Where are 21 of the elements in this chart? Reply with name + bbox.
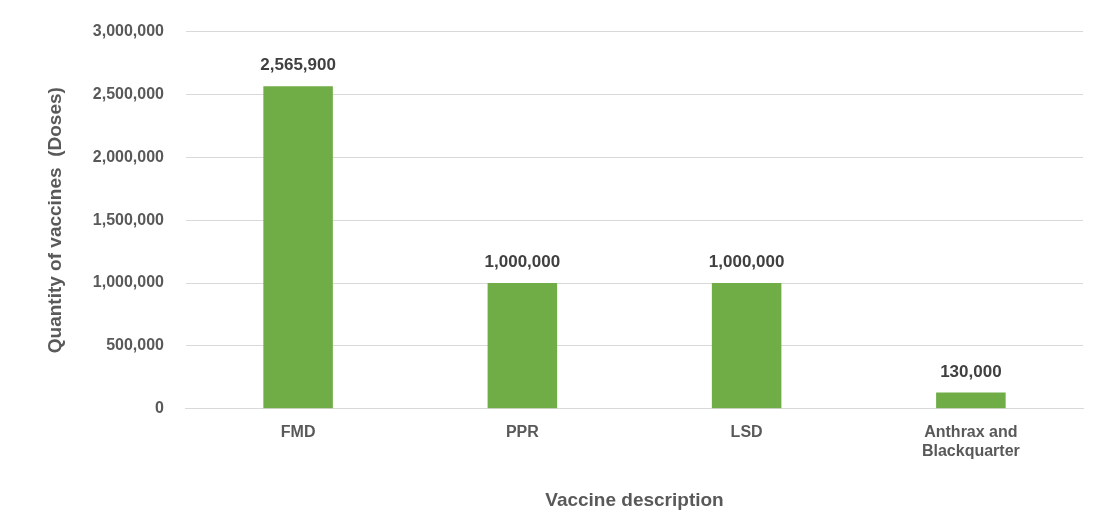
y-axis-title: Quantity of vaccines (Doses) <box>43 87 65 354</box>
y-tick-label: 2,500,000 <box>92 84 165 102</box>
y-tick-label: 0 <box>155 399 165 417</box>
x-tick-label: Anthrax and Blackquarter <box>921 422 1020 460</box>
data-label: 130,000 <box>940 361 1002 381</box>
y-tick-label: 500,000 <box>106 336 165 354</box>
y-tick-label: 1,500,000 <box>92 210 165 228</box>
bar <box>711 283 782 409</box>
y-tick-label: 1,000,000 <box>92 273 165 291</box>
x-axis-title: Vaccine description <box>545 488 724 510</box>
data-label: 1,000,000 <box>484 252 561 272</box>
bar <box>936 392 1006 409</box>
bar <box>263 86 333 409</box>
x-tick-label: LSD <box>730 422 763 440</box>
bar <box>487 283 558 409</box>
x-tick-label: FMD <box>280 422 316 440</box>
data-label: 2,565,900 <box>260 55 336 75</box>
y-tick-label: 2,000,000 <box>92 147 165 165</box>
data-label: 1,000,000 <box>708 252 785 272</box>
y-tick-label: 3,000,000 <box>92 22 165 40</box>
x-tick-label: PPR <box>505 422 540 440</box>
